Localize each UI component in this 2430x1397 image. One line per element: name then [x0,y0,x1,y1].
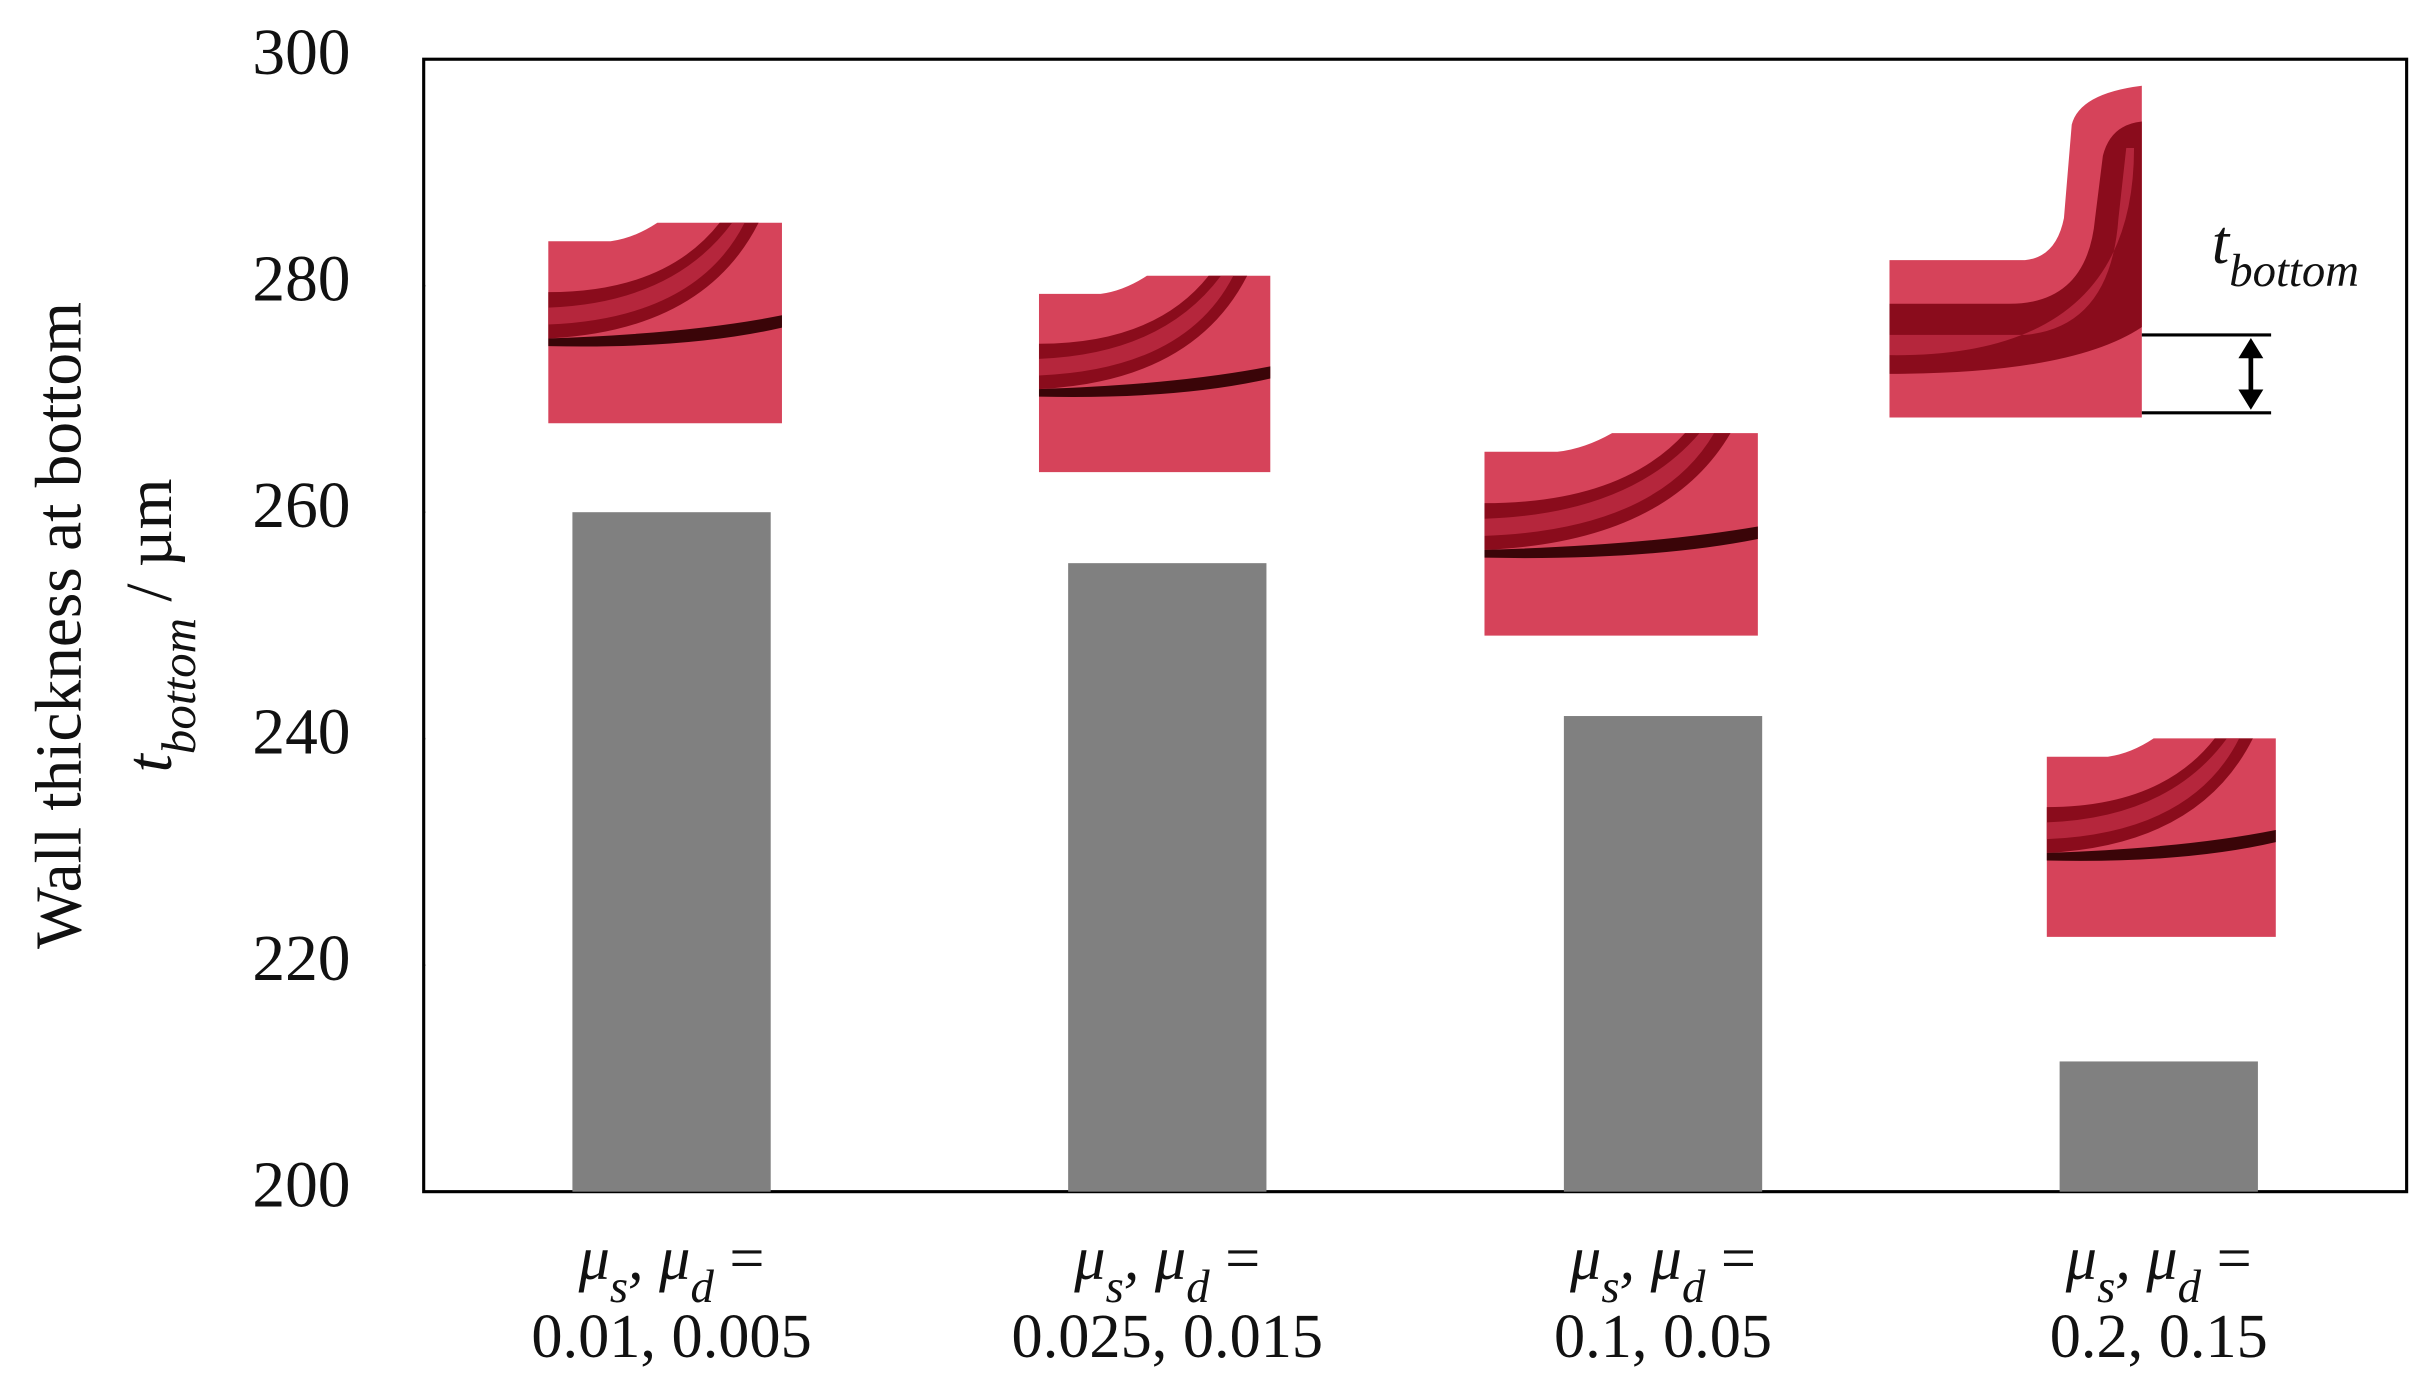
y-tick-label: 300 [252,17,350,89]
inset-images [548,85,2276,937]
inset-image [2046,738,2276,937]
inset-image [548,222,782,424]
text-piece: , μ [1124,1224,1186,1293]
text-piece: d [1682,1261,1706,1313]
x-label-prefix: μs, μd = [578,1224,765,1312]
x-tick-label: 0.2, 0.15 [2050,1302,2268,1371]
dimension-arrow-heads [2238,338,2264,410]
annotation: tbottom [2212,209,2359,297]
x-label-prefix: μs, μd = [1073,1224,1260,1312]
y-tick-label: 240 [252,697,350,769]
text-piece: s [1601,1261,1619,1313]
text-piece: = [1705,1224,1756,1293]
text-piece: μ [578,1224,610,1293]
inset-image [1484,433,1758,636]
text-piece: = [1210,1224,1261,1293]
bar [1563,716,1763,1192]
inset-image-large [1889,85,2142,418]
text-piece: d [2178,1261,2202,1313]
text-piece: bottom [151,618,206,754]
text-piece: bottom [2229,245,2359,297]
text-piece: μ [1073,1224,1105,1293]
text-piece: = [714,1224,765,1293]
text-piece: s [610,1261,628,1313]
text-piece: , μ [628,1224,690,1293]
x-tick-label: 0.1, 0.05 [1554,1302,1772,1371]
bar [1068,563,1267,1192]
text-piece: / µm [114,479,186,618]
text-piece: , μ [1620,1224,1682,1293]
plot-frame [422,57,2409,1194]
y-tick-label: 280 [252,244,350,316]
x-tick-label: 0.025, 0.015 [1012,1302,1323,1371]
text-piece: μ [2065,1224,2097,1293]
text-piece: t [114,752,186,772]
text-piece: s [1106,1261,1124,1313]
text-piece: d [690,1261,714,1313]
text-piece: d [1186,1261,1210,1313]
y-tick-label: 200 [252,1150,350,1222]
y-tick-label: 220 [252,923,350,995]
y-axis-unit: tbottom / µm [114,479,206,773]
text-piece: s [2097,1261,2115,1313]
text-piece: μ [1569,1224,1601,1293]
bar [572,512,771,1192]
y-axis-label: Wall thickness at bottom [23,302,95,949]
bar [2059,1061,2258,1192]
x-label-prefix: μs, μd = [2065,1224,2252,1312]
text-piece: t [2212,209,2231,278]
x-tick-label: 0.01, 0.005 [531,1302,811,1371]
text-piece: = [2201,1224,2252,1293]
text-piece: , μ [2115,1224,2177,1293]
inset-image [1038,275,1271,473]
x-label-prefix: μs, μd = [1569,1224,1756,1312]
y-tick-label: 260 [252,470,350,542]
